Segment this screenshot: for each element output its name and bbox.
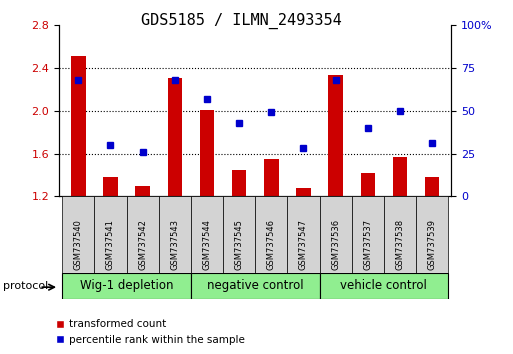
Bar <box>328 75 343 196</box>
Text: negative control: negative control <box>207 279 304 292</box>
Text: GSM737537: GSM737537 <box>363 219 372 270</box>
Bar <box>320 273 448 299</box>
Bar <box>255 196 287 292</box>
Bar <box>103 177 117 196</box>
Text: GSM737536: GSM737536 <box>331 219 340 270</box>
Text: GSM737544: GSM737544 <box>203 219 211 270</box>
Bar <box>62 196 94 292</box>
Text: vehicle control: vehicle control <box>341 279 427 292</box>
Text: GSM737543: GSM737543 <box>170 219 180 270</box>
Bar <box>393 157 407 196</box>
Bar <box>264 159 279 196</box>
Bar <box>352 196 384 292</box>
Bar <box>361 173 375 196</box>
Bar <box>287 196 320 292</box>
Legend: transformed count, percentile rank within the sample: transformed count, percentile rank withi… <box>51 315 249 349</box>
Text: GSM737538: GSM737538 <box>396 219 404 270</box>
Text: GSM737540: GSM737540 <box>74 219 83 270</box>
Bar <box>168 79 182 196</box>
Bar <box>232 170 246 196</box>
Text: GSM737542: GSM737542 <box>138 219 147 270</box>
Bar <box>191 273 320 299</box>
Bar <box>384 196 416 292</box>
Bar <box>94 196 127 292</box>
Bar <box>320 196 352 292</box>
Text: GSM737546: GSM737546 <box>267 219 276 270</box>
Bar <box>416 196 448 292</box>
Bar <box>200 109 214 196</box>
Bar <box>127 196 159 292</box>
Bar <box>62 273 191 299</box>
Text: GSM737545: GSM737545 <box>234 219 244 270</box>
Bar <box>223 196 255 292</box>
Bar <box>159 196 191 292</box>
Bar <box>135 186 150 196</box>
Text: GSM737541: GSM737541 <box>106 219 115 270</box>
Text: protocol: protocol <box>3 281 48 291</box>
Text: GSM737547: GSM737547 <box>299 219 308 270</box>
Bar <box>425 177 439 196</box>
Text: GDS5185 / ILMN_2493354: GDS5185 / ILMN_2493354 <box>141 12 342 29</box>
Bar <box>296 188 311 196</box>
Bar <box>191 196 223 292</box>
Bar <box>71 56 86 196</box>
Text: Wig-1 depletion: Wig-1 depletion <box>80 279 173 292</box>
Text: GSM737539: GSM737539 <box>428 219 437 270</box>
